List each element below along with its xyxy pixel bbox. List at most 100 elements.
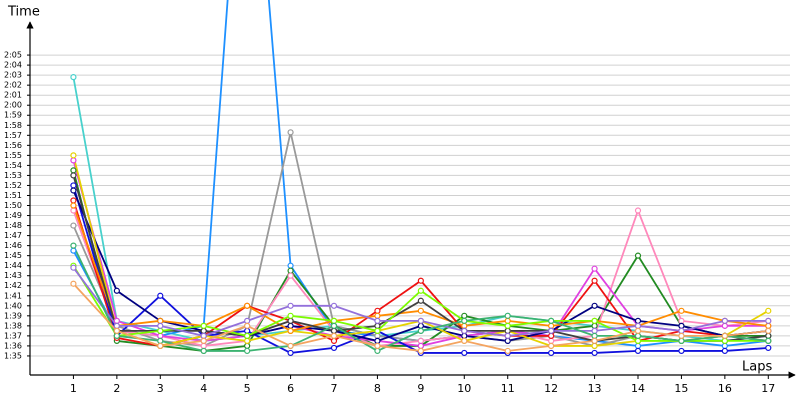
data-point	[287, 317, 294, 324]
data-point	[461, 322, 468, 329]
data-point	[157, 327, 164, 334]
y-tick-label: 1:55	[4, 151, 22, 160]
data-point	[374, 342, 381, 350]
data-point	[70, 264, 77, 271]
data-point	[157, 342, 164, 350]
data-point	[591, 342, 598, 350]
data-point	[461, 327, 468, 334]
data-point	[200, 337, 207, 345]
data-point	[591, 277, 598, 284]
data-point	[417, 342, 424, 350]
data-point	[113, 332, 120, 339]
data-point	[70, 242, 77, 249]
plot-area	[70, 0, 772, 357]
x-tick-label: 14	[631, 382, 645, 395]
data-point	[504, 327, 511, 334]
data-point	[548, 349, 555, 357]
y-tick-label: 2:02	[4, 81, 22, 90]
x-tick-label: 9	[417, 382, 424, 395]
data-point	[765, 322, 772, 329]
y-tick-label: 1:53	[4, 171, 22, 180]
y-tick-label: 1:57	[4, 131, 22, 140]
y-tick-label: 1:41	[4, 291, 22, 300]
data-point	[70, 187, 77, 194]
data-point	[634, 332, 642, 339]
data-point	[157, 332, 164, 339]
data-point	[287, 349, 294, 357]
data-point	[591, 265, 598, 272]
data-point	[374, 307, 381, 314]
data-point	[157, 292, 164, 299]
data-point	[70, 222, 77, 229]
data-point	[634, 252, 642, 259]
data-point	[721, 342, 728, 350]
data-point	[548, 342, 555, 350]
data-point	[678, 332, 685, 339]
data-point	[765, 327, 772, 334]
y-tick-label: 2:03	[4, 71, 22, 80]
data-point	[70, 197, 77, 204]
data-point	[591, 317, 598, 324]
data-point	[113, 322, 120, 329]
y-tick-label: 1:58	[4, 121, 22, 130]
data-point	[504, 347, 511, 355]
x-tick-label: 3	[157, 382, 164, 395]
x-tick-label: 1	[70, 382, 77, 395]
data-point	[591, 322, 598, 329]
data-point	[548, 327, 555, 334]
data-point	[678, 317, 685, 324]
data-point	[548, 317, 555, 324]
y-tick-label: 1:40	[4, 301, 22, 310]
data-point	[548, 337, 555, 345]
y-tick-label: 1:35	[4, 351, 22, 360]
data-point	[765, 307, 772, 314]
data-point	[330, 344, 338, 352]
y-tick-label: 1:44	[4, 261, 22, 270]
data-point	[70, 247, 77, 254]
data-point	[374, 317, 381, 324]
data-point	[287, 322, 294, 329]
data-point	[765, 317, 772, 324]
y-tick-label: 1:51	[4, 191, 22, 200]
data-point	[721, 332, 728, 339]
data-point	[504, 312, 511, 319]
data-point	[417, 297, 424, 304]
data-point	[634, 347, 642, 355]
data-point	[200, 332, 207, 339]
data-point	[70, 167, 77, 174]
data-point	[70, 202, 77, 209]
data-point	[200, 347, 207, 355]
x-tick-label: 2	[113, 382, 120, 395]
data-point	[417, 327, 424, 334]
y-tick-label: 1:54	[4, 161, 22, 170]
data-point	[591, 349, 598, 357]
data-point	[591, 337, 598, 345]
y-tick-label: 1:48	[4, 221, 22, 230]
data-point	[417, 337, 424, 345]
data-point	[461, 337, 468, 345]
data-point	[113, 317, 120, 324]
y-tick-label: 1:46	[4, 241, 22, 250]
y-tick-label: 1:50	[4, 201, 22, 210]
y-tick-label: 1:49	[4, 211, 22, 220]
x-tick-label: 11	[501, 382, 515, 395]
data-point	[70, 152, 77, 159]
data-point	[374, 312, 381, 319]
data-point	[287, 327, 294, 334]
data-point	[374, 327, 381, 334]
data-point	[634, 317, 642, 324]
series-line	[72, 0, 769, 347]
data-point	[244, 322, 251, 329]
x-tick-label: 17	[761, 382, 775, 395]
y-tick-label: 1:39	[4, 311, 22, 320]
data-point	[417, 287, 424, 294]
y-tick-label: 1:59	[4, 111, 22, 120]
y-axis-title: Time	[7, 5, 40, 20]
data-point	[417, 307, 424, 314]
data-point	[634, 207, 642, 214]
data-point	[678, 337, 685, 345]
data-point	[330, 322, 338, 329]
x-tick-label: 16	[718, 382, 732, 395]
